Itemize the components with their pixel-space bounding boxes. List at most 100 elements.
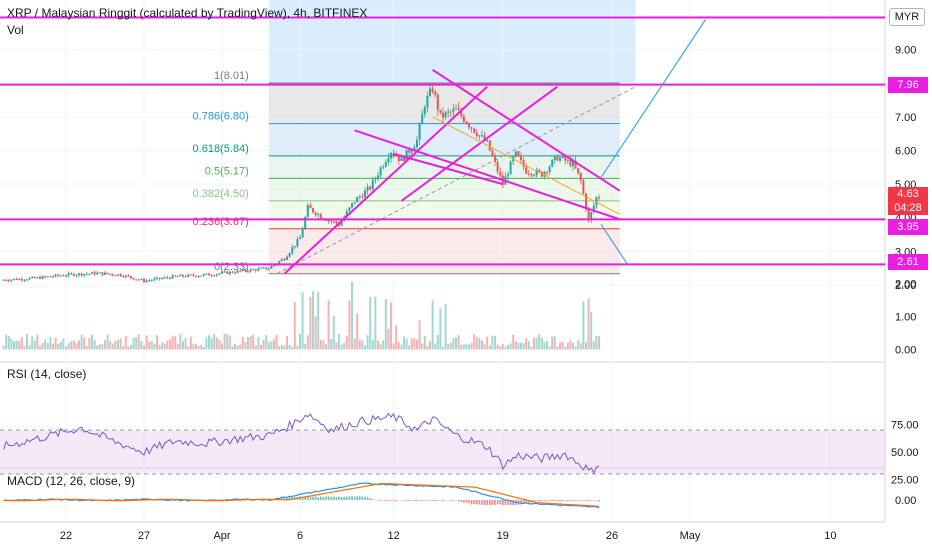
volume-bar (65, 346, 67, 350)
candle-body (273, 264, 275, 267)
volume-bar (171, 335, 174, 350)
candle-body (80, 273, 83, 276)
current-price: 4.63 (897, 188, 919, 200)
candle-body (423, 107, 426, 115)
volume-bar (488, 345, 491, 350)
volume-bar (210, 338, 213, 350)
macd-histogram-bar (587, 500, 590, 502)
fibonacci-retracement[interactable]: 1(8.01) 0.786(6.80) 0.618(5.84) 0.5(5.17) 0.… (193, 70, 636, 275)
volume-bar (340, 344, 343, 350)
candle-body (39, 277, 41, 279)
fib-level-label: 0.236(3.67) (193, 216, 249, 228)
volume-bar (148, 341, 151, 350)
volume-bar (569, 340, 572, 350)
macd-histogram-bar (366, 497, 369, 500)
candle-body (330, 220, 333, 222)
candle-body (548, 166, 551, 173)
candle-body (28, 277, 31, 280)
volume-bar (335, 342, 338, 350)
support-diag (393, 152, 504, 186)
candle-body (296, 239, 299, 247)
volume-bar (384, 299, 387, 350)
candle-body (54, 274, 57, 277)
volume-bar (369, 296, 372, 350)
volume-bar (33, 340, 36, 350)
macd-histogram-bar (491, 500, 494, 505)
fib-level-label: 0.382(4.50) (193, 188, 249, 200)
candle-body (538, 170, 541, 172)
volume-bar (301, 292, 304, 350)
macd-histogram-bar (327, 496, 330, 500)
macd-histogram-bar (281, 497, 283, 500)
candle-body (293, 246, 296, 248)
macd-histogram-bar (489, 500, 491, 506)
fib-level-label: 0.618(5.84) (193, 143, 249, 155)
macd-histogram-bar (564, 500, 566, 501)
volume-bar (18, 340, 21, 350)
macd-histogram-bar (351, 496, 353, 500)
price-tag-796: 7.96 (888, 77, 928, 93)
volume-bar (520, 342, 522, 350)
macd-histogram-bar (543, 500, 546, 502)
macd-histogram-bar (309, 497, 312, 500)
candle-body (452, 108, 455, 112)
volume-bar (278, 345, 281, 350)
volume-bar (553, 336, 556, 350)
candle-body (169, 277, 171, 279)
candle-body (104, 272, 106, 275)
macd-histogram-bar (395, 500, 397, 502)
volume-bar (395, 325, 398, 350)
volume-bar (137, 334, 140, 350)
volume-bar (231, 346, 234, 350)
volume-bar (85, 346, 88, 350)
candle-body (33, 276, 36, 279)
volume-bar (62, 338, 65, 350)
candle-body (221, 271, 223, 274)
volume-bar (504, 346, 507, 350)
candle-body (57, 274, 60, 276)
candle-body (340, 220, 343, 226)
candle-body (533, 175, 535, 177)
candle-body (460, 110, 463, 117)
volume-bar (460, 344, 463, 350)
volume-bar (449, 342, 452, 350)
volume-bar (418, 320, 421, 350)
volume-bar (494, 335, 496, 350)
volume-bar (114, 340, 117, 350)
macd-histogram-bar (338, 496, 340, 500)
trend-drawings[interactable] (0, 16, 885, 275)
volume-bar (405, 338, 408, 350)
candle-body (559, 157, 561, 161)
macd-histogram-bar (504, 500, 507, 506)
candle-body (577, 168, 580, 174)
macd-histogram-bar (361, 496, 364, 500)
candle-body (244, 269, 247, 272)
volume-bar (106, 334, 109, 350)
candle-body (171, 275, 174, 279)
volume-bar (299, 333, 301, 350)
candle-body (176, 275, 179, 277)
candle-body (234, 272, 236, 274)
candle-body (18, 278, 21, 280)
volume-bar (96, 345, 99, 350)
candle-body (208, 273, 210, 276)
candle-body (59, 275, 62, 277)
candle-body (249, 269, 252, 272)
volume-tick-label: 2.00 (895, 279, 916, 291)
volume-bar (517, 342, 520, 350)
volume-bar (202, 346, 205, 350)
volume-bar (364, 345, 366, 350)
candle-body (13, 278, 15, 280)
macd-histogram-bar (580, 500, 582, 501)
volume-label: Vol (7, 23, 24, 37)
candle-body (280, 259, 283, 262)
volume-bar (527, 341, 530, 350)
volume-bar (208, 335, 210, 350)
volume-bar (374, 296, 377, 350)
currency-selector[interactable]: MYR (889, 8, 925, 26)
volume-bar (288, 344, 291, 350)
macd-histogram-bar (468, 500, 470, 504)
candle-body (390, 153, 392, 159)
fib-level-label: 0.786(6.80) (193, 111, 249, 123)
